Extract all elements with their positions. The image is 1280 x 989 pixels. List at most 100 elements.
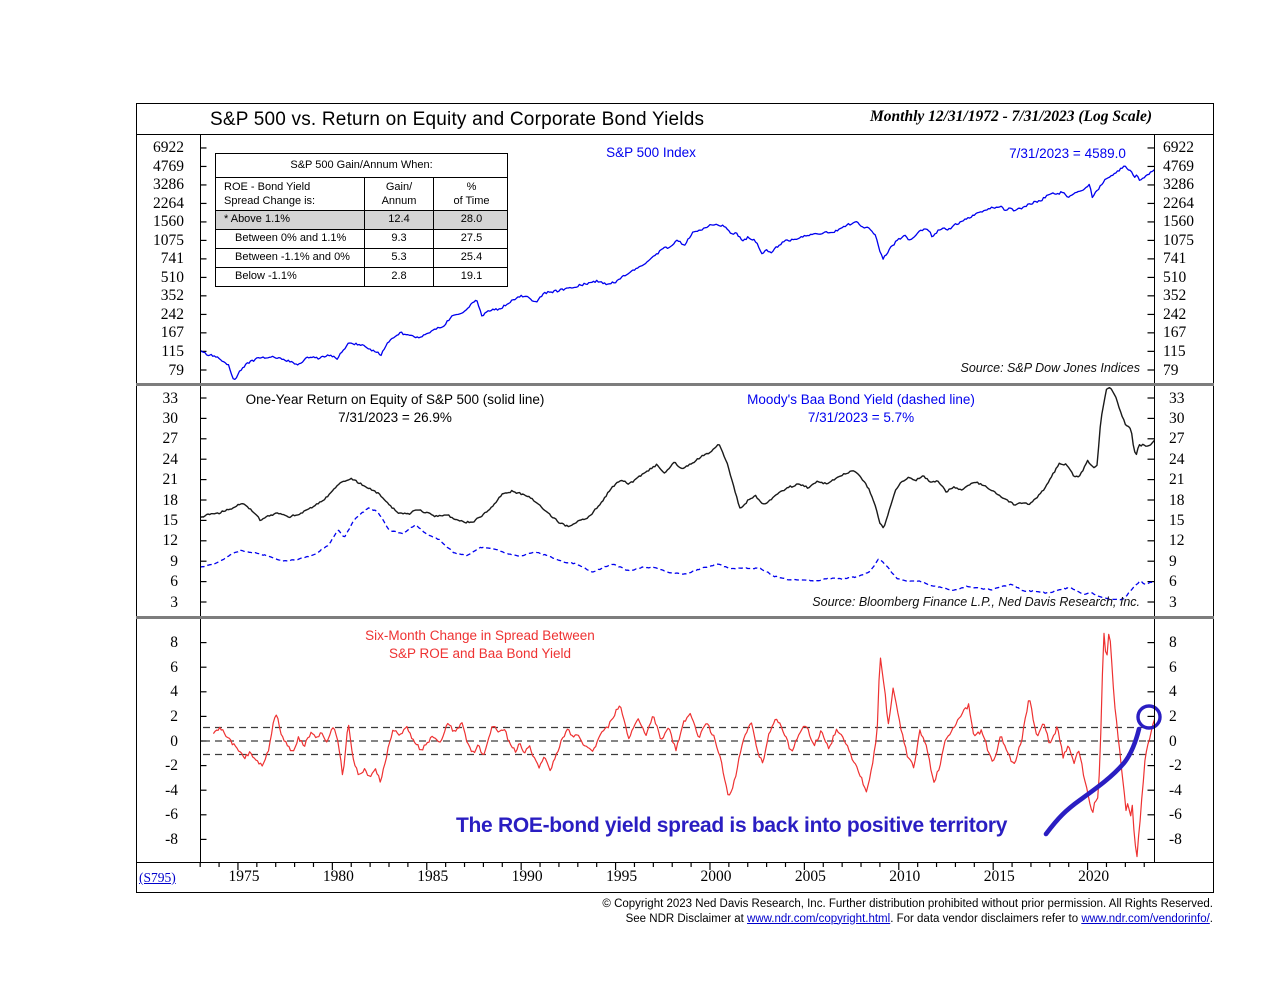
y-axis-label: 115 (161, 342, 184, 360)
y-axis-label: 1075 (153, 231, 184, 249)
y-axis-label: 33 (162, 389, 179, 407)
y-axis-label: 9 (170, 552, 178, 570)
y-axis-label: 9 (1169, 552, 1177, 570)
table-title: S&P 500 Gain/Annum When: (216, 154, 507, 178)
y-axis-label: 24 (1169, 450, 1185, 468)
y-axis-label: 741 (1163, 250, 1187, 268)
y-axis-label: 12 (162, 532, 179, 550)
y-axis-label: 21 (1169, 471, 1185, 489)
table-cell: * Above 1.1% (224, 213, 291, 225)
table-row: Between -1.1% and 0% 5.3 25.4 (216, 249, 507, 268)
y-axis-label: 352 (160, 287, 184, 305)
baa-series-label: Moody's Baa Bond Yield (dashed line) 7/3… (747, 392, 975, 425)
plot-left-edge (200, 135, 202, 862)
y-axis-label: 8 (170, 634, 178, 652)
table-cell: 28.0 (433, 211, 509, 229)
copyright-link[interactable]: www.ndr.com/copyright.html (747, 912, 891, 925)
table-row: * Above 1.1% 12.4 28.0 (216, 211, 507, 230)
sp500-line (200, 165, 1154, 381)
sp500-latest-value: 7/31/2023 = 4589.0 (1009, 146, 1126, 161)
y-axis-label: 79 (1163, 361, 1179, 379)
y-axis-label: 0 (1169, 732, 1177, 750)
y-axis-label: 242 (1163, 305, 1187, 323)
plot-right-edge (1153, 135, 1155, 862)
spread-series-label: Six-Month Change in Spread Between S&P R… (365, 628, 595, 661)
x-axis-label: 2010 (889, 868, 921, 885)
y-axis-label: 2264 (1163, 194, 1194, 212)
y-axis-label: 4769 (1163, 157, 1194, 175)
y-axis-label: 30 (162, 409, 179, 427)
period-label: Monthly 12/31/1972 - 7/31/2023 (Log Scal… (869, 108, 1152, 125)
series-id-link[interactable]: (S795) (139, 870, 176, 885)
y-axis-label: 3286 (153, 176, 184, 194)
panel-separator-top (136, 383, 1214, 386)
y-axis-label: 115 (1163, 342, 1186, 360)
y-axis-label: 0 (170, 732, 178, 750)
table-header-spread: ROE - Bond Yield Spread Change is: (224, 181, 316, 207)
y-axis-label: 6922 (153, 139, 184, 157)
y-axis-label: 3 (1169, 593, 1177, 611)
y-axis-label: 3286 (1163, 176, 1194, 194)
x-axis-label: 1995 (606, 868, 638, 885)
y-axis-label: 4 (170, 683, 178, 701)
table-cell: 19.1 (433, 268, 509, 286)
endpoint-highlight-circle (1136, 704, 1162, 730)
y-axis-label: 15 (162, 511, 179, 529)
y-axis-label: 6 (170, 658, 178, 676)
table-cell: Between -1.1% and 0% (235, 251, 350, 263)
y-axis-label: 3 (170, 593, 178, 611)
y-axis-label: 30 (1169, 409, 1185, 427)
copyright-line2: See NDR Disclaimer at www.ndr.com/copyri… (625, 912, 1213, 925)
panel-separator-bottom (136, 616, 1214, 619)
header-divider (136, 134, 1214, 136)
table-cell: 25.4 (433, 249, 509, 267)
table-row: Between 0% and 1.1% 9.3 27.5 (216, 230, 507, 249)
y-axis-label: 167 (160, 324, 184, 342)
annotation-text: The ROE-bond yield spread is back into p… (456, 814, 1008, 837)
y-axis-label: 4769 (153, 157, 184, 175)
source-middle-panel: Source: Bloomberg Finance L.P., Ned Davi… (812, 595, 1140, 609)
roe-line (200, 387, 1154, 529)
y-axis-label: 6 (1169, 573, 1177, 591)
y-axis-label: 18 (162, 491, 179, 509)
y-axis-label: -4 (165, 781, 178, 799)
vendorinfo-link[interactable]: www.ndr.com/vendorinfo/ (1081, 912, 1210, 925)
x-axis-label: 2020 (1078, 868, 1110, 885)
spread-line (212, 632, 1154, 858)
table-row: Below -1.1% 2.8 19.1 (216, 268, 507, 286)
chart-frame (136, 103, 1214, 893)
y-axis-label: -2 (1169, 757, 1182, 775)
y-axis-label: 741 (160, 250, 184, 268)
y-axis-label: 27 (162, 430, 179, 448)
annotation-arrow (1043, 726, 1142, 837)
y-axis-label: -6 (1169, 806, 1182, 824)
y-axis-label: 1560 (1163, 213, 1194, 231)
x-axis-label: 1990 (511, 868, 543, 885)
y-axis-label: -2 (165, 757, 178, 775)
roe-series-label: One-Year Return on Equity of S&P 500 (so… (245, 392, 545, 425)
y-axis-label: 1560 (153, 213, 184, 231)
y-axis-label: 12 (1169, 532, 1185, 550)
x-axis-label: 1985 (417, 868, 449, 885)
y-axis-label: 6922 (1163, 139, 1194, 157)
table-cell: 9.3 (364, 230, 433, 248)
x-axis-label: 2000 (700, 868, 732, 885)
y-axis-label: 27 (1169, 430, 1185, 448)
y-axis-label: -8 (1169, 830, 1182, 848)
y-axis-label: -4 (1169, 781, 1182, 799)
table-header-gain: Gain/Annum (364, 178, 433, 210)
x-axis-label: 1975 (228, 868, 260, 885)
y-axis-label: 352 (1163, 287, 1187, 305)
y-axis-label: 33 (1169, 389, 1185, 407)
y-axis-label: 79 (168, 361, 185, 379)
y-axis-label: 167 (1163, 324, 1187, 342)
copyright-block: © Copyright 2023 Ned Davis Research, Inc… (602, 897, 1213, 926)
table-cell: 12.4 (364, 211, 433, 229)
gain-annum-table: S&P 500 Gain/Annum When: ROE - Bond Yiel… (215, 153, 508, 287)
y-axis-label: 2264 (153, 194, 184, 212)
table-header-row: ROE - Bond Yield Spread Change is: Gain/A… (216, 178, 507, 211)
table-header-time: % of Time (433, 178, 509, 210)
y-axis-label: 21 (162, 471, 179, 489)
